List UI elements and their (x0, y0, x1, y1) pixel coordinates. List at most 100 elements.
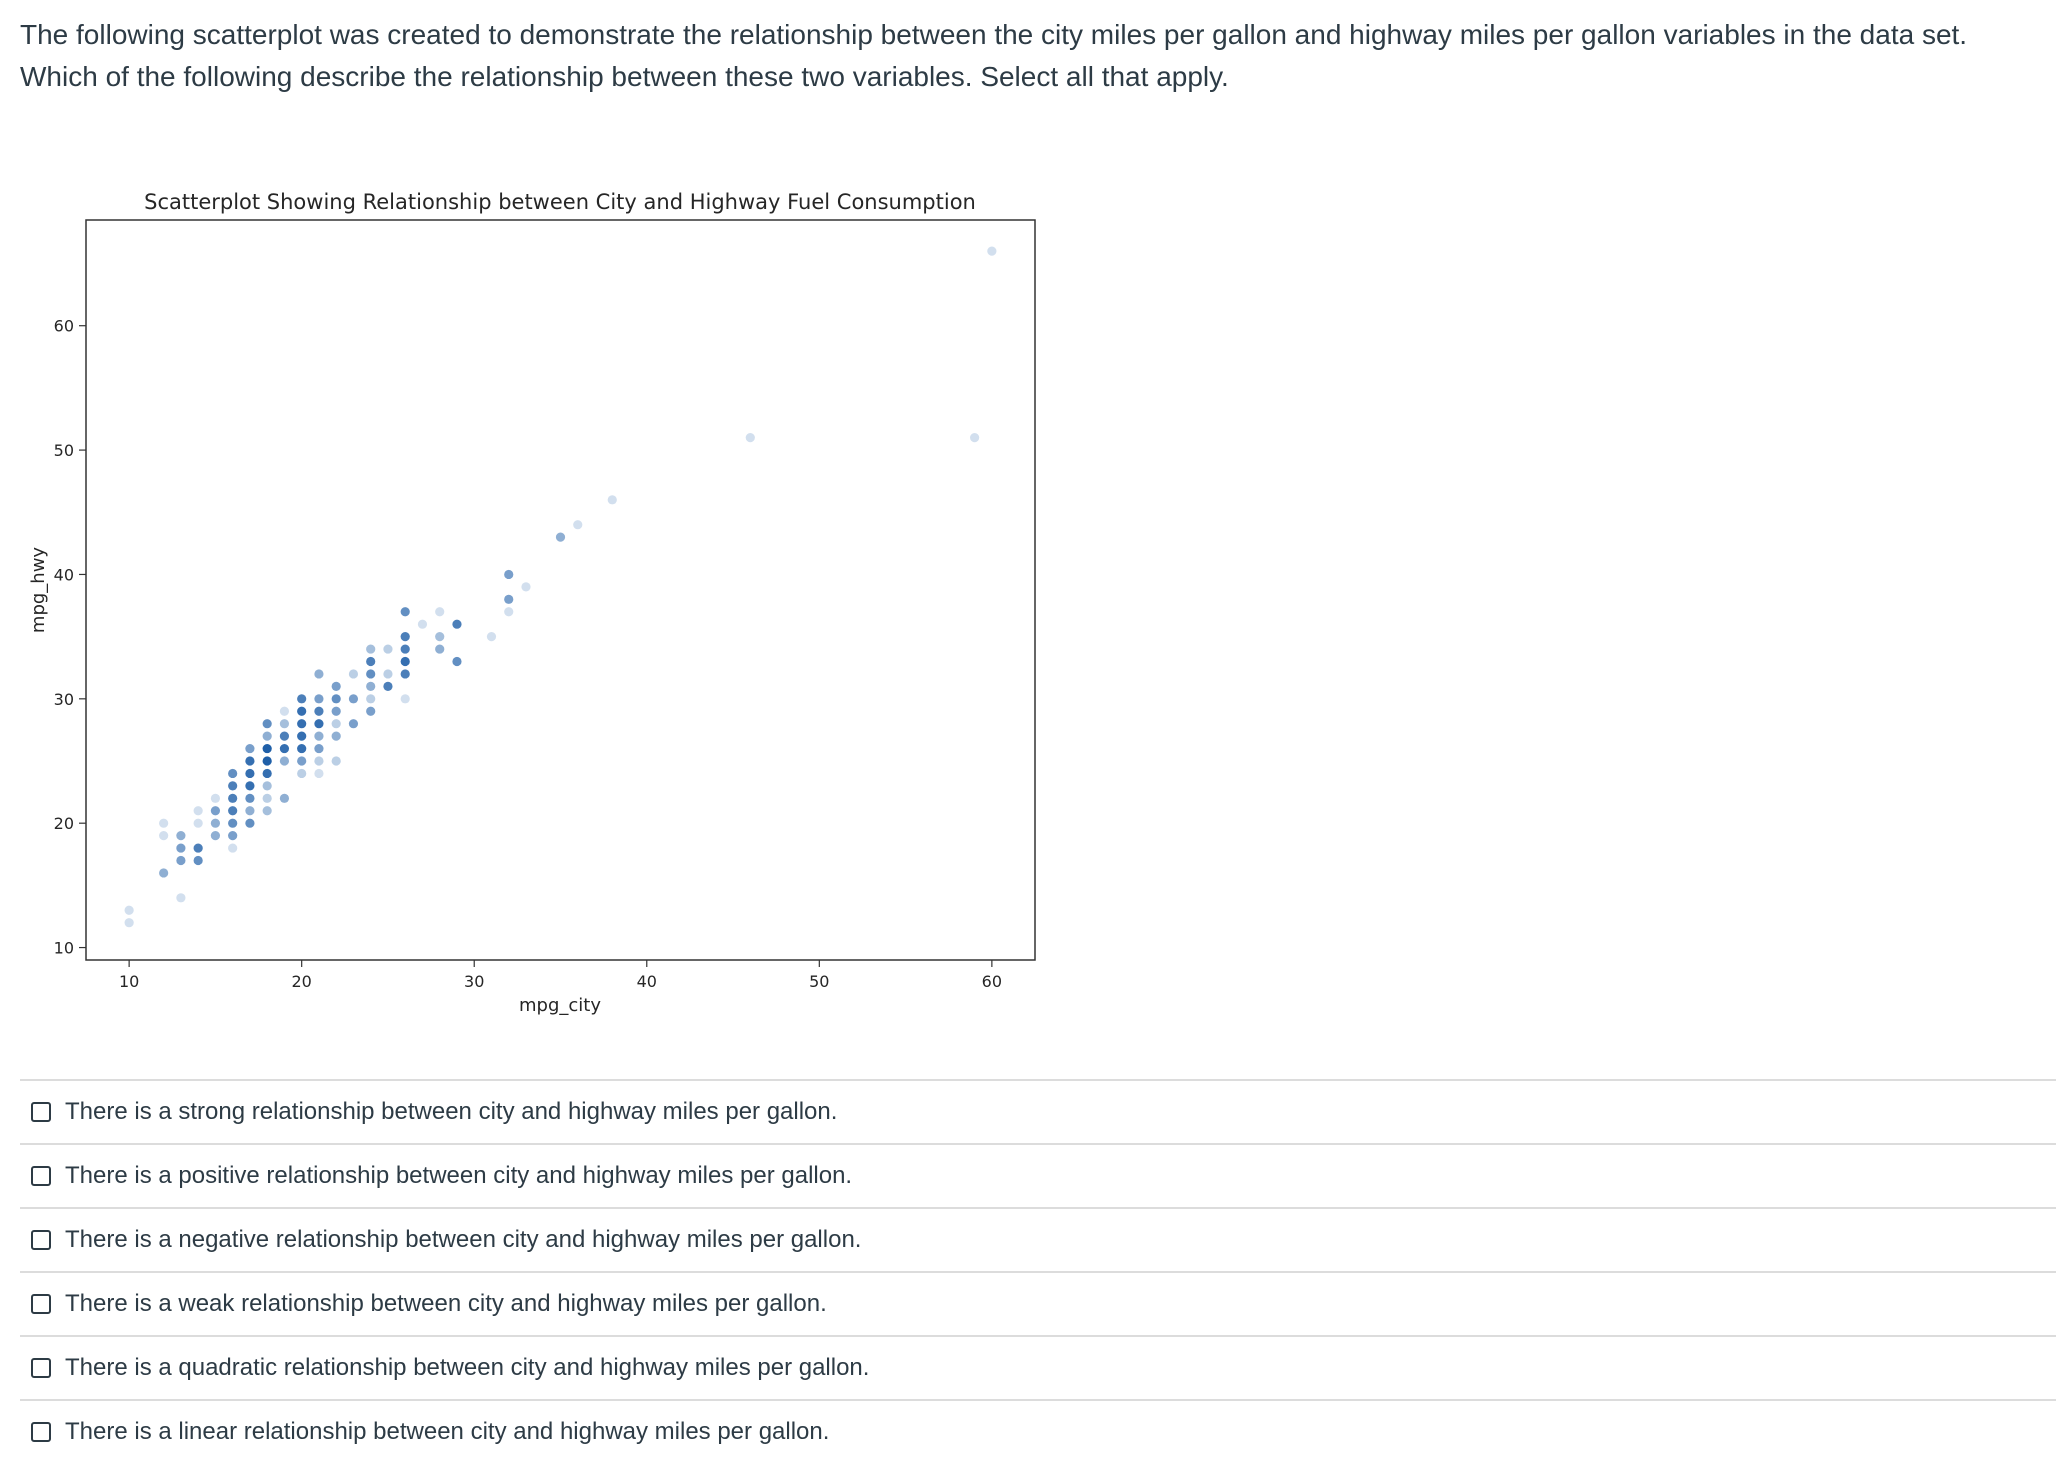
scatter-point (383, 644, 393, 654)
scatter-point (314, 743, 324, 754)
answer-checkbox[interactable] (31, 1294, 51, 1314)
x-axis: 10 20 30 40 50 60 (119, 960, 1002, 991)
scatter-point (262, 756, 272, 766)
scatter-point (504, 594, 514, 604)
scatter-point (245, 781, 255, 791)
scatter-point (124, 905, 134, 915)
scatter-point (176, 831, 186, 841)
scatter-point (228, 781, 238, 791)
x-tick-label: 50 (809, 972, 829, 991)
scatter-point (262, 743, 272, 754)
scatter-point (279, 793, 290, 803)
answer-checkbox[interactable] (31, 1358, 51, 1378)
scatter-point (262, 781, 272, 791)
scatter-point (400, 694, 410, 704)
scatter-point (400, 669, 410, 679)
answer-option-negative[interactable]: There is a negative relationship between… (20, 1207, 2056, 1271)
scatter-point (210, 793, 221, 803)
scatter-point (987, 246, 997, 256)
scatter-point (228, 818, 238, 828)
answer-label: There is a negative relationship between… (65, 1226, 862, 1253)
scatter-point (228, 768, 238, 779)
scatter-point (262, 793, 272, 803)
x-tick-label: 40 (637, 972, 657, 991)
scatter-point (555, 532, 566, 542)
scatter-point (210, 806, 221, 816)
scatter-point (245, 743, 255, 754)
data-points (124, 246, 997, 928)
answer-label: There is a quadratic relationship betwee… (65, 1354, 870, 1381)
scatter-point (366, 644, 376, 654)
y-tick-label: 10 (54, 939, 74, 958)
scatter-point (279, 756, 290, 766)
scatter-point (245, 756, 255, 766)
y-tick-label: 60 (54, 317, 74, 336)
scatter-point (383, 681, 393, 691)
scatter-point (435, 632, 445, 642)
scatter-point (279, 706, 290, 716)
scatter-point (245, 768, 255, 779)
x-tick-label: 30 (464, 972, 484, 991)
scatter-point (262, 719, 272, 729)
scatter-point (297, 743, 307, 754)
scatter-point (193, 806, 203, 816)
scatter-point (400, 632, 410, 642)
scatter-point (245, 818, 255, 828)
scatter-point (262, 768, 272, 779)
scatter-point (159, 818, 169, 828)
plot-frame (85, 219, 1036, 961)
scatter-point (297, 706, 307, 716)
scatter-point (400, 656, 410, 667)
scatter-point (193, 818, 203, 828)
scatter-point (314, 694, 324, 704)
answer-checkbox[interactable] (31, 1166, 51, 1186)
answer-option-strong[interactable]: There is a strong relationship between c… (20, 1079, 2056, 1143)
scatter-point (279, 719, 290, 729)
y-tick-label: 40 (54, 565, 74, 584)
scatter-point (366, 694, 376, 704)
answer-checkbox[interactable] (31, 1102, 51, 1122)
answer-checkbox[interactable] (31, 1422, 51, 1442)
answer-option-weak[interactable]: There is a weak relationship between cit… (20, 1271, 2056, 1335)
x-tick-label: 60 (982, 972, 1002, 991)
scatter-point (279, 743, 290, 754)
scatter-point (279, 731, 290, 741)
chart-title: Scatterplot Showing Relationship between… (144, 190, 976, 214)
scatter-point (970, 433, 980, 443)
scatter-point (228, 843, 238, 853)
x-tick-label: 10 (119, 972, 139, 991)
answer-option-quadratic[interactable]: There is a quadratic relationship betwee… (20, 1335, 2056, 1399)
scatter-point (314, 768, 324, 779)
scatter-point (417, 619, 428, 629)
scatter-point (193, 855, 203, 866)
answer-option-linear[interactable]: There is a linear relationship between c… (20, 1399, 2056, 1463)
scatter-point (366, 681, 376, 691)
scatter-point (435, 607, 445, 617)
scatter-point (331, 719, 341, 729)
answer-option-positive[interactable]: There is a positive relationship between… (20, 1143, 2056, 1207)
y-tick-label: 20 (54, 814, 74, 833)
scatterplot-chart: Scatterplot Showing Relationship between… (28, 190, 1036, 1016)
scatter-point (331, 706, 341, 716)
scatter-point (228, 806, 238, 816)
scatter-point (297, 719, 307, 729)
scatter-point (314, 756, 324, 766)
scatter-point (745, 433, 755, 443)
scatter-point (176, 855, 186, 866)
scatter-point (348, 719, 359, 729)
answer-label: There is a linear relationship between c… (65, 1418, 830, 1445)
answer-label: There is a weak relationship between cit… (65, 1290, 827, 1317)
scatter-point (314, 731, 324, 741)
x-tick-label: 20 (292, 972, 312, 991)
scatter-point (607, 495, 617, 505)
answer-checkbox[interactable] (31, 1230, 51, 1250)
scatter-point (297, 756, 307, 766)
scatter-point (521, 582, 531, 592)
scatter-point (348, 694, 359, 704)
y-axis: 10 20 30 40 50 60 (54, 317, 86, 958)
y-axis-label: mpg_hwy (28, 547, 49, 634)
scatter-point (297, 694, 307, 704)
scatter-point (331, 681, 341, 691)
scatter-point (573, 520, 583, 530)
scatter-point (176, 893, 186, 903)
